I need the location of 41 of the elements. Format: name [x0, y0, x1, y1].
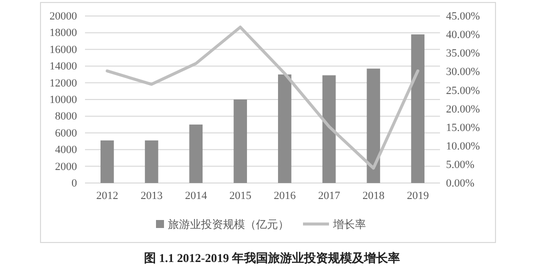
bar	[234, 100, 247, 183]
x-tick-label: 2018	[362, 190, 385, 202]
bar	[144, 140, 158, 183]
x-tick-label: 2017	[318, 190, 341, 202]
legend-label: 增长率	[332, 218, 366, 231]
y2-tick-label: 5.00%	[446, 158, 474, 171]
y2-tick-label: 35.00%	[446, 48, 480, 60]
x-tick-label: 2014	[184, 190, 208, 202]
y-tick-label: 14000	[50, 60, 78, 73]
x-tick-label: 2013	[140, 190, 164, 202]
y-tick-label: 16000	[50, 44, 78, 56]
x-tick-label: 2012	[96, 190, 118, 202]
x-tick-label: 2019	[406, 190, 430, 202]
y-tick-label: 0	[72, 178, 78, 190]
x-tick-label: 2016	[274, 190, 296, 202]
y2-tick-label: 0.00%	[446, 178, 474, 190]
y-tick-label: 4000	[55, 144, 78, 156]
y2-tick-label: 45.00%	[446, 10, 480, 23]
y2-tick-label: 10.00%	[446, 140, 480, 152]
y2-tick-label: 20.00%	[446, 103, 480, 116]
x-tick-label: 2015	[229, 190, 252, 202]
y-tick-label: 18000	[50, 27, 78, 40]
y2-tick-label: 15.00%	[446, 122, 480, 134]
y-tick-label: 12000	[50, 77, 78, 90]
y2-tick-label: 40.00%	[446, 29, 480, 42]
bar	[411, 34, 424, 183]
legend-label: 旅游业投资规模（亿元）	[168, 218, 289, 231]
y-tick-label: 10000	[50, 94, 78, 106]
bar	[322, 75, 336, 183]
bar	[189, 124, 203, 183]
bar	[100, 140, 114, 183]
line-series	[106, 26, 420, 170]
bar	[278, 74, 292, 183]
text: 图 1.1 2012-2019 年我国旅游业投资规模及增长率	[144, 251, 400, 265]
y-tick-label: 20000	[50, 10, 78, 23]
y2-tick-label: 30.00%	[446, 66, 480, 78]
y-tick-label: 8000	[55, 110, 78, 123]
bar	[366, 68, 380, 183]
y-tick-label: 6000	[55, 127, 78, 140]
y2-tick-label: 25.00%	[446, 84, 480, 97]
y-tick-label: 2000	[55, 160, 78, 173]
